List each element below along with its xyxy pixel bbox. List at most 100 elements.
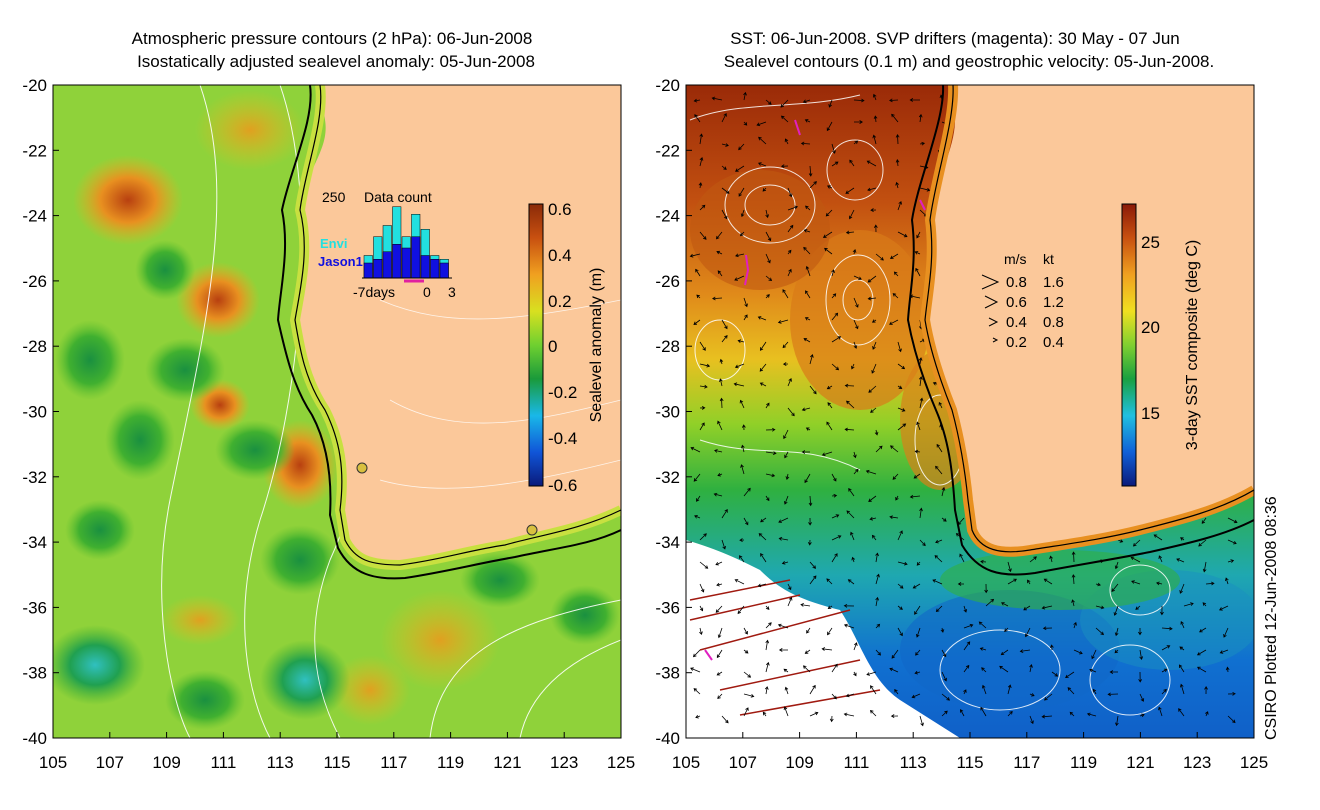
velocity-arrow [919,397,924,409]
left-x-tick-label: 117 [380,753,407,772]
velocity-arrow [784,138,789,145]
velocity-arrow [716,250,723,255]
velocity-arrow [936,443,943,453]
velocity-arrow [1043,578,1053,585]
inset-title: Data count [364,189,432,205]
inset-xlabel-start: -7days [353,284,395,300]
velocity-arrow [1161,626,1173,631]
velocity-arrow [1198,539,1207,547]
velocity-arrow [918,113,923,123]
velocity-arrow [1115,715,1119,727]
velocity-arrow [759,341,767,351]
velocity-arrow [897,385,903,389]
velocity-legend-kt: 0.8 [1043,314,1064,331]
velocity-arrow [919,715,924,727]
velocity-arrow [914,670,921,675]
velocity-arrow [981,684,987,695]
velocity-arrow [717,270,723,277]
velocity-arrow [889,667,899,673]
velocity-arrow [783,668,789,673]
velocity-arrow [897,605,903,610]
sst-green-band [940,550,1180,610]
velocity-arrow [1007,578,1017,585]
sst-cold-patch [900,590,1120,710]
sla-tick: 0.6 [548,200,572,219]
velocity-arrow [743,487,751,497]
velocity-arrow [979,647,987,651]
velocity-legend-header-ms: m/s [1004,251,1027,267]
inset-bar-jason [420,255,430,279]
velocity-arrow [897,561,908,566]
velocity-arrow [757,316,767,321]
velocity-arrow [1117,539,1124,543]
velocity-arrow [1089,668,1097,673]
velocity-arrow [1073,649,1083,655]
right-x-tick-label: 125 [1240,753,1268,772]
velocity-arrow [716,582,723,587]
velocity-arrow [1161,645,1171,651]
velocity-arrow [963,664,970,673]
velocity-arrow [765,639,770,651]
velocity-arrow [721,509,728,519]
velocity-arrow [689,253,701,258]
velocity-arrow [765,427,776,432]
velocity-arrow [721,334,728,343]
velocity-arrow [826,185,833,189]
velocity-arrow [913,473,921,479]
velocity-arrow [1158,706,1163,717]
velocity-arrow [699,231,707,240]
velocity-arrow [780,164,789,169]
velocity-arrow [831,293,837,299]
anomaly-low-blob [215,420,295,480]
sla-tick: 0 [548,337,557,356]
velocity-arrow [717,693,723,700]
right-y-tick-label: -20 [655,76,680,95]
velocity-arrow [916,231,921,239]
velocity-arrow [1138,628,1142,636]
velocity-arrow [1114,649,1119,654]
velocity-arrow [870,407,877,413]
left-x-tick-label: 111 [210,753,236,772]
velocity-arrow [940,627,945,633]
velocity-arrow [827,627,833,636]
velocity-arrow [916,627,921,638]
velocity-arrow [719,378,723,387]
anomaly-warm-blob [330,655,410,725]
anomaly-low-blob [53,625,145,705]
anomaly-low-blob [135,240,195,300]
velocity-arrow [919,507,923,519]
right-map [686,85,1254,738]
velocity-arrow [891,113,899,123]
velocity-arrow [1113,605,1119,616]
anomaly-low-blob [260,640,350,720]
velocity-arrow [758,533,767,541]
cloud-mask-streaks [686,554,882,707]
velocity-arrow [1225,577,1229,585]
velocity-arrow [808,517,812,526]
credit-text: CSIRO Plotted 12-Jun-2008 08:36 [1263,496,1280,740]
velocity-arrow [1114,561,1119,570]
sst-tick: 20 [1141,318,1160,337]
left-x-tick-label: 115 [323,753,350,772]
velocity-arrow [802,99,811,104]
velocity-arrow [1004,627,1009,632]
velocity-arrow [1114,627,1119,637]
velocity-arrow [715,605,723,613]
velocity-arrow [1178,664,1185,673]
velocity-arrow [1042,626,1053,631]
velocity-arrow [1049,644,1054,651]
velocity-arrow [941,517,947,522]
velocity-arrow [897,231,908,238]
velocity-arrow [875,649,882,656]
inset-xlabel-zero: 0 [423,284,431,300]
velocity-arrow [713,492,723,497]
velocity-arrow [694,515,701,519]
velocity-arrow [1196,649,1207,656]
velocity-arrow [963,605,968,613]
velocity-arrow [787,224,794,233]
velocity-arrow [696,294,701,299]
velocity-arrow [909,98,920,102]
inset-bar-jason [439,262,449,279]
right-y-tick-label: -30 [655,403,680,422]
